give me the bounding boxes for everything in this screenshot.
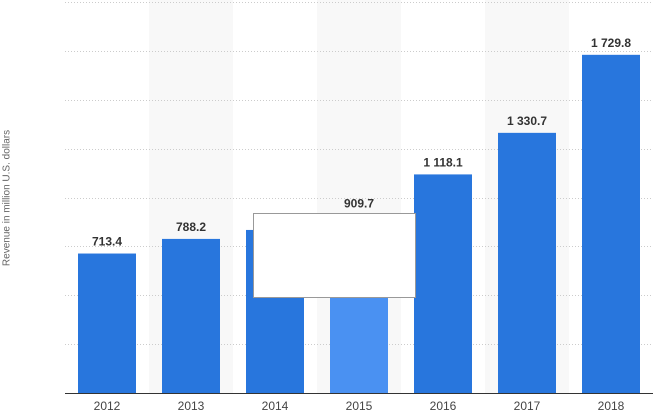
bar — [498, 132, 556, 393]
value-label: 713.4 — [92, 235, 122, 249]
value-label: 1 118.1 — [423, 156, 463, 170]
tooltip-layer: 909.7 — [344, 196, 374, 210]
x-tick-label: 2016 — [430, 399, 457, 413]
y-axis-label: Revenue in million U.S. dollars — [2, 130, 13, 266]
bar — [582, 54, 640, 394]
tooltip — [253, 213, 416, 298]
value-label: 909.7 — [344, 196, 374, 210]
value-label: 1 729.8 — [591, 36, 631, 50]
value-label: 1 330.7 — [507, 114, 547, 128]
x-tick-label: 2015 — [346, 399, 373, 413]
x-tick-label: 2017 — [514, 399, 541, 413]
x-tick-label: 2013 — [178, 399, 205, 413]
x-tick-label: 2014 — [262, 399, 289, 413]
bar — [78, 253, 136, 393]
x-tick-label: 2018 — [598, 399, 625, 413]
x-tick-label: 2012 — [94, 399, 121, 413]
bar — [414, 174, 472, 393]
value-labels: 713.4 788.2 1 118.1 1 330.7 1 729.8 — [92, 36, 631, 249]
value-label: 788.2 — [176, 220, 206, 234]
bar — [162, 238, 220, 393]
